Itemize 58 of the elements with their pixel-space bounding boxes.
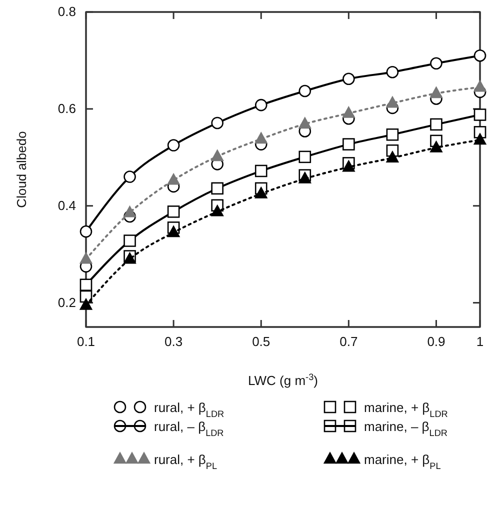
point xyxy=(80,298,92,310)
point xyxy=(80,278,92,291)
point xyxy=(474,49,486,62)
point xyxy=(386,151,399,163)
legend-label: rural, + β$_{LDR}$ xyxy=(154,400,225,419)
point xyxy=(342,160,355,172)
point xyxy=(430,141,442,152)
point xyxy=(254,187,268,198)
point xyxy=(254,132,268,144)
point xyxy=(167,226,180,238)
x-tick-label: 0.9 xyxy=(427,334,446,350)
point xyxy=(211,150,224,162)
point xyxy=(342,72,355,86)
point xyxy=(167,206,180,218)
point xyxy=(430,57,442,70)
legend-label: marine, – β$_{LDR}$ xyxy=(364,419,448,438)
point xyxy=(298,172,312,184)
point xyxy=(298,150,312,164)
point xyxy=(124,234,136,247)
point xyxy=(124,170,136,183)
x-axis-title: LWC (g m$^{-3}$) xyxy=(248,372,318,388)
point xyxy=(474,133,486,145)
point xyxy=(474,108,486,121)
y-axis-title: Cloud albedo xyxy=(14,131,29,208)
y-tick-label: 0.4 xyxy=(58,198,76,214)
point xyxy=(211,116,224,130)
point xyxy=(80,225,92,238)
legend-label: rural, + β$_{PL}$ xyxy=(154,452,218,471)
y-tick-label: 0.8 xyxy=(58,4,76,20)
y-tick-label: 0.2 xyxy=(58,294,76,310)
point xyxy=(167,174,180,185)
legend-label: marine, + β$_{LDR}$ xyxy=(364,400,448,419)
point xyxy=(474,80,486,92)
x-tick-label: 0.3 xyxy=(164,334,183,350)
point xyxy=(430,118,442,131)
point xyxy=(167,139,180,152)
legend-label: marine, + β$_{PL}$ xyxy=(364,452,441,471)
point xyxy=(430,86,442,98)
point xyxy=(386,96,399,108)
point xyxy=(124,252,136,264)
x-tick-label: 0.1 xyxy=(76,334,96,350)
point xyxy=(386,66,399,78)
point xyxy=(298,117,312,129)
point xyxy=(342,106,355,118)
point xyxy=(342,138,355,150)
point xyxy=(124,206,136,218)
point xyxy=(211,205,224,216)
point xyxy=(386,128,399,141)
y-tick-label: 0.6 xyxy=(58,101,76,116)
point xyxy=(211,182,224,195)
point xyxy=(80,252,92,264)
x-tick-label: 1 xyxy=(476,334,484,350)
x-tick-label: 0.7 xyxy=(340,334,358,350)
legend-label: rural, – β$_{LDR}$ xyxy=(154,419,224,438)
point xyxy=(254,98,268,112)
point xyxy=(298,84,312,98)
x-tick-label: 0.5 xyxy=(252,334,270,350)
point xyxy=(254,164,268,178)
